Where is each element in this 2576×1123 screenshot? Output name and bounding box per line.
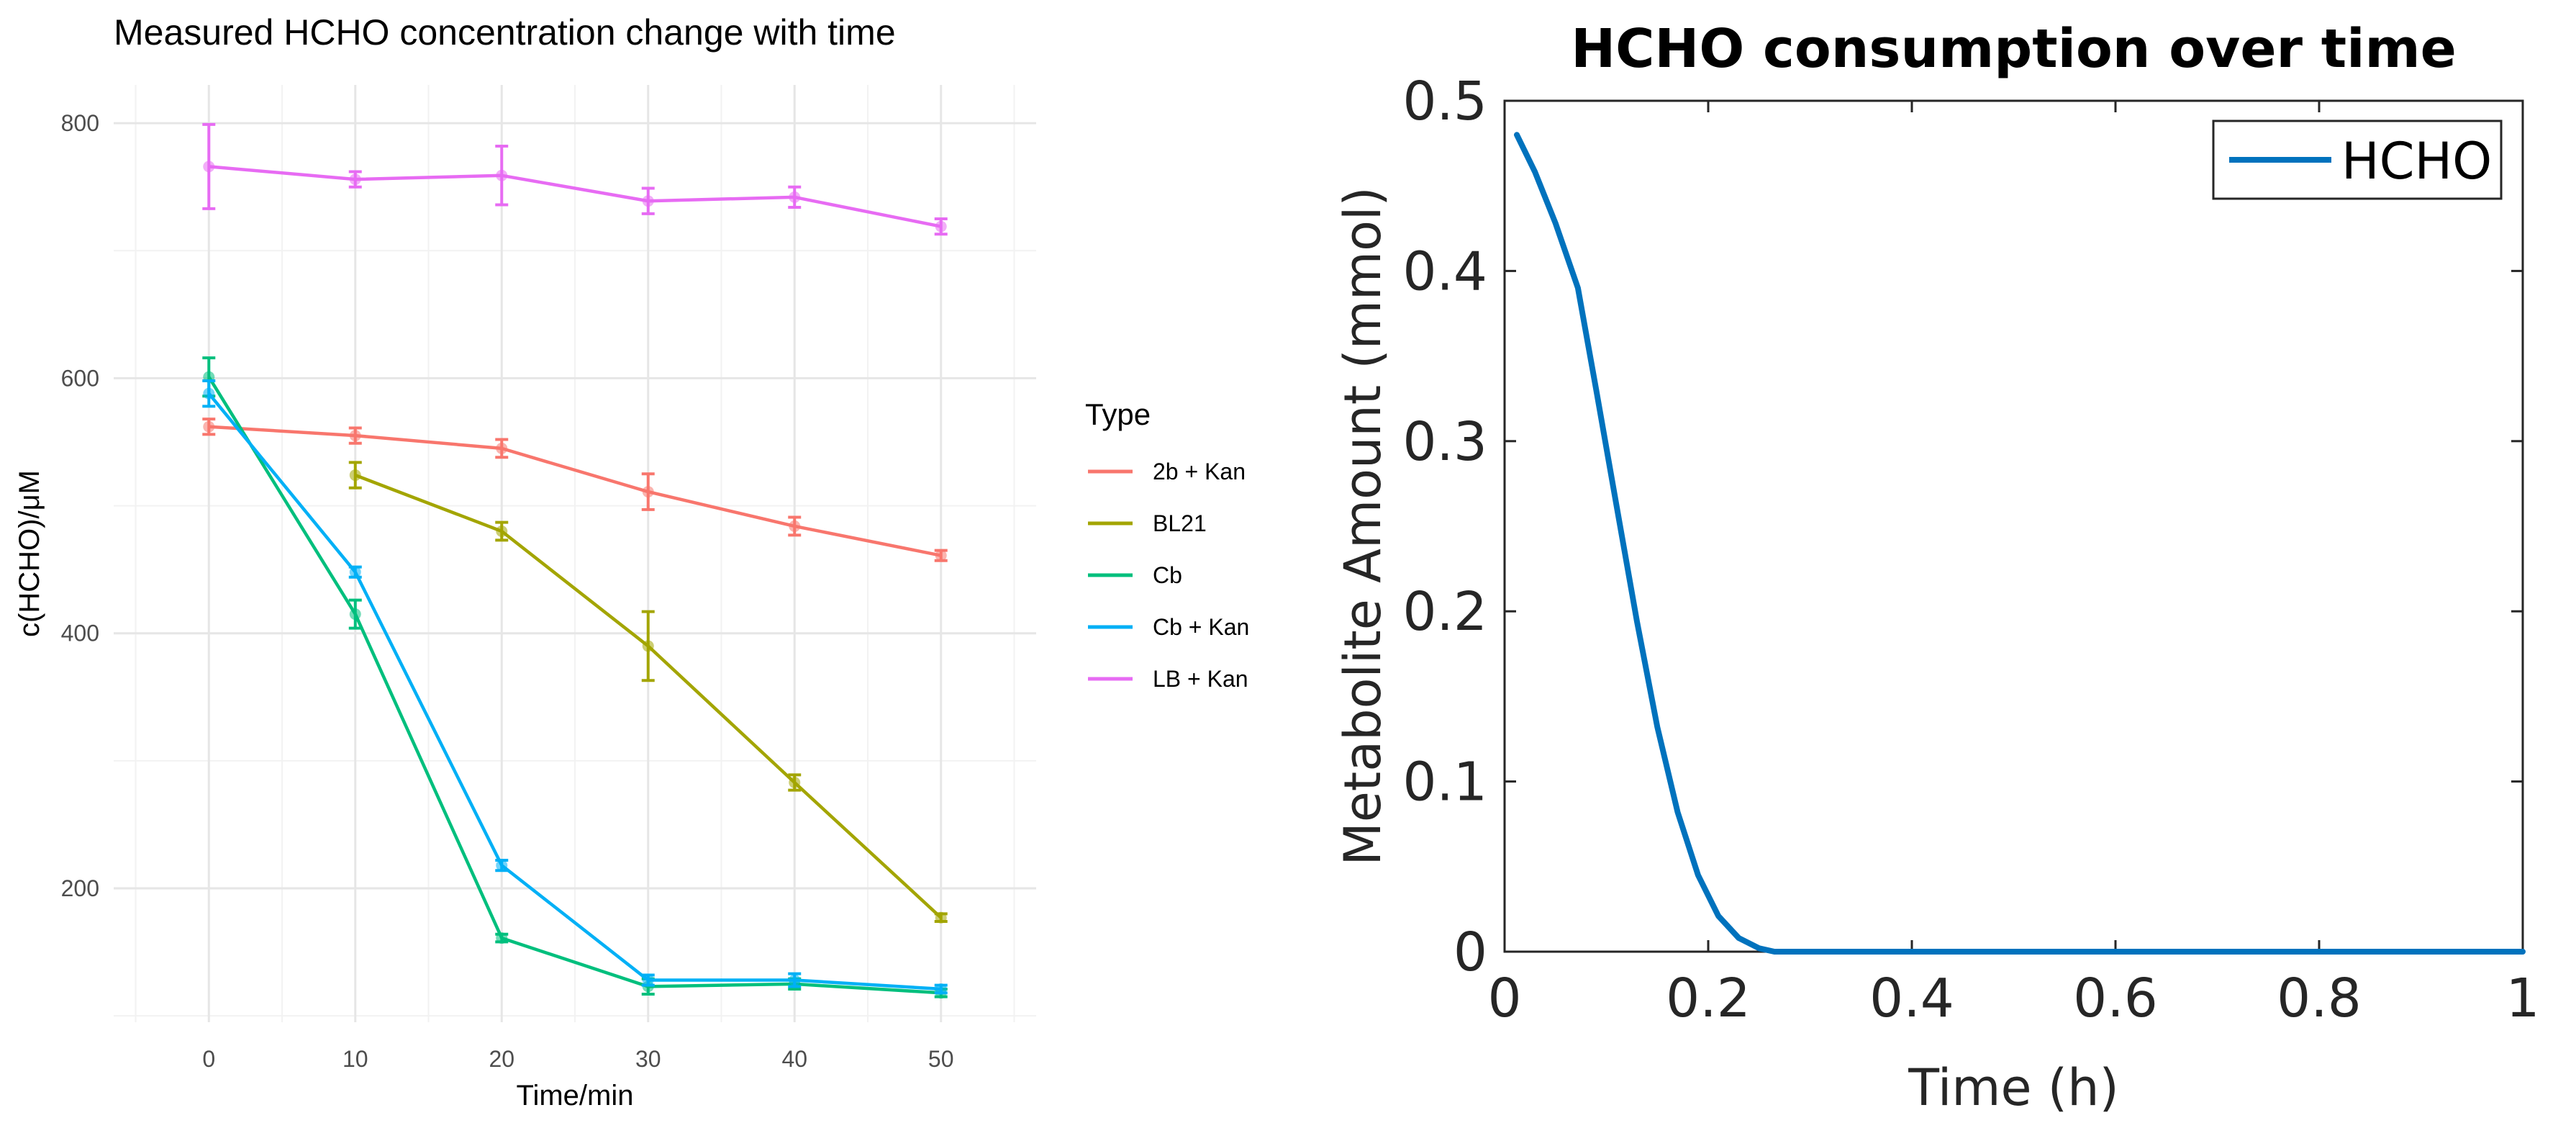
data-point <box>203 161 215 173</box>
data-point <box>349 173 361 186</box>
legend-label: LB + Kan <box>1153 666 1248 692</box>
legend-label: Cb <box>1153 562 1182 588</box>
legend: Type 2b + Kan BL21 Cb Cb + Kan LB + Kan <box>1085 397 1249 692</box>
x-tick-label: 40 <box>781 1046 807 1072</box>
left-chart-panel: 0 10 20 30 40 50 200 400 600 800 Measured HCHO con… <box>14 12 1249 1111</box>
axes-box <box>1503 99 2524 953</box>
x-tick-label: 0.2 <box>1666 968 1751 1029</box>
series-line <box>207 392 941 991</box>
data-point <box>789 974 801 986</box>
matlab-line-chart: 0 0.2 0.4 0.6 0.8 1 0 0.1 0.2 0.3 0.4 0.5 HCHO consu… <box>1333 18 2540 1117</box>
data-point <box>203 420 215 433</box>
chart-title: HCHO consumption over time <box>1571 18 2457 80</box>
data-point <box>642 640 654 652</box>
y-tick-label: 0.1 <box>1402 752 1487 813</box>
series-line-hcho <box>1514 132 2526 955</box>
y-tick-label: 800 <box>61 110 99 136</box>
legend-label: HCHO <box>2341 132 2492 191</box>
y-tick-label: 600 <box>61 365 99 391</box>
data-point <box>349 608 361 621</box>
series-bl21 <box>348 461 948 924</box>
data-point <box>935 549 947 562</box>
y-tick-labels: 0 0.1 0.2 0.3 0.4 0.5 <box>1402 71 1487 983</box>
data-point <box>642 486 654 498</box>
x-tick-label: 50 <box>928 1046 954 1072</box>
series-cb-kan <box>202 379 948 995</box>
legend: HCHO <box>2212 119 2503 200</box>
x-tick-labels: 0 0.2 0.4 0.6 0.8 1 <box>1487 968 2539 1029</box>
y-tick-label: 0.2 <box>1402 581 1487 643</box>
legend-label: BL21 <box>1153 510 1207 536</box>
x-axis-label: Time/min <box>517 1080 634 1111</box>
data-point <box>935 911 947 924</box>
data-point <box>789 520 801 532</box>
data-point <box>642 974 654 986</box>
legend-label: 2b + Kan <box>1153 459 1246 484</box>
y-tick-label: 0.4 <box>1402 240 1487 302</box>
legend-label: Cb + Kan <box>1153 614 1249 640</box>
series-line <box>207 376 941 995</box>
y-axis-label: Metabolite Amount (mmol) <box>1333 186 1392 865</box>
data-point <box>349 469 361 482</box>
data-point <box>496 442 508 454</box>
minor-gridlines <box>114 85 1036 1022</box>
y-tick-label: 0.3 <box>1402 411 1487 473</box>
x-tick-label: 10 <box>343 1046 368 1072</box>
series-line <box>209 165 942 228</box>
legend-title: Type <box>1085 397 1151 431</box>
series-2b-kan <box>202 418 948 562</box>
x-tick-label: 1 <box>2505 968 2539 1029</box>
x-tick-labels: 0 10 20 30 40 50 <box>202 1046 953 1072</box>
y-tick-label: 400 <box>61 621 99 646</box>
data-point <box>496 932 508 944</box>
data-point <box>349 430 361 442</box>
data-point <box>496 860 508 872</box>
y-tick-label: 200 <box>61 875 99 901</box>
y-tick-label: 0 <box>1453 921 1487 983</box>
data-point <box>642 195 654 207</box>
series-lb-kan <box>202 122 948 236</box>
x-axis-label: Time (h) <box>1908 1058 2119 1117</box>
y-tick-labels: 200 400 600 800 <box>61 110 99 901</box>
x-tick-label: 0.8 <box>2277 968 2362 1029</box>
x-tick-label: 30 <box>635 1046 661 1072</box>
y-axis-label: c(HCHO)/μM <box>14 470 45 637</box>
axis-ticks <box>1503 99 2524 953</box>
data-point <box>349 566 361 578</box>
x-tick-label: 0 <box>202 1046 215 1072</box>
data-point <box>935 983 947 995</box>
right-chart-panel: 0 0.2 0.4 0.6 0.8 1 0 0.1 0.2 0.3 0.4 0.5 HCHO consu… <box>1295 0 2576 1123</box>
data-point <box>203 387 215 400</box>
data-point <box>496 169 508 181</box>
series-line <box>209 425 942 557</box>
major-gridlines <box>114 85 1036 1022</box>
x-tick-label: 0 <box>1487 968 1521 1029</box>
x-tick-label: 0.4 <box>1869 968 1954 1029</box>
data-point <box>789 191 801 203</box>
chart-title: Measured HCHO concentration change with … <box>114 12 896 53</box>
y-tick-label: 0.5 <box>1402 71 1487 132</box>
data-point <box>935 220 947 233</box>
x-tick-label: 0.6 <box>2073 968 2158 1029</box>
ggplot-line-chart: 0 10 20 30 40 50 200 400 600 800 Measured HCHO con… <box>14 12 1249 1111</box>
x-tick-label: 20 <box>489 1046 514 1072</box>
data-point <box>789 776 801 788</box>
data-point <box>496 526 508 537</box>
